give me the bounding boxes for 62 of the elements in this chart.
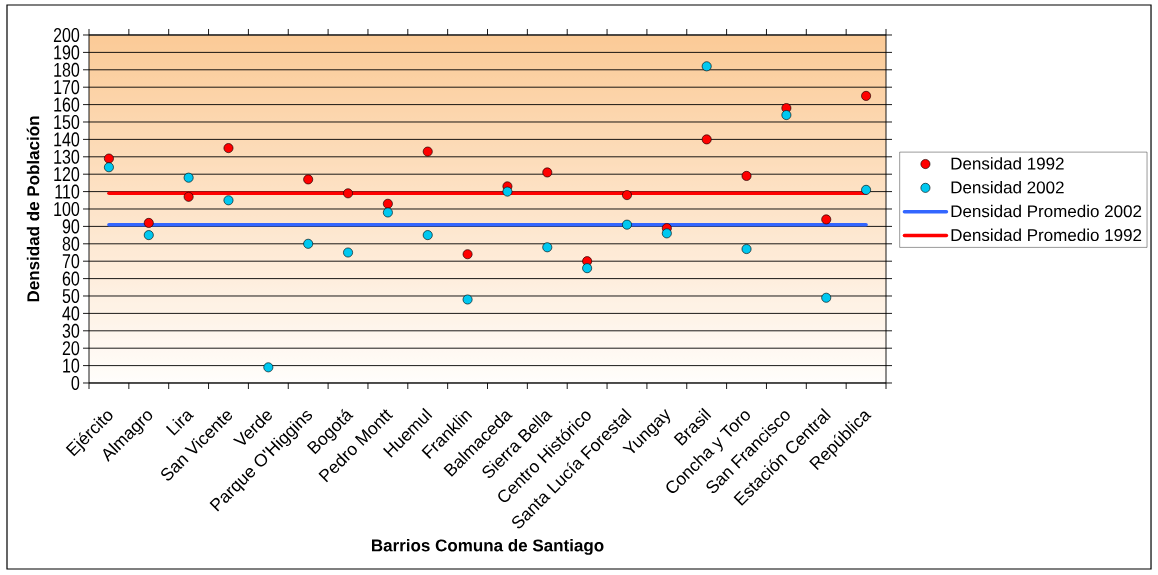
point bbox=[343, 188, 353, 199]
point bbox=[502, 186, 513, 197]
point bbox=[821, 214, 832, 225]
point bbox=[143, 218, 154, 228]
point bbox=[343, 247, 353, 258]
point bbox=[382, 198, 393, 209]
legend-label: Densidad Promedio 1992 bbox=[951, 228, 1142, 242]
y-tick-label: 80 bbox=[62, 236, 80, 251]
legend-label: Densidad 2002 bbox=[951, 180, 1064, 194]
point bbox=[542, 242, 553, 253]
point bbox=[622, 190, 632, 200]
y-tick-label: 180 bbox=[54, 62, 80, 77]
y-tick-label: 150 bbox=[54, 114, 80, 130]
point bbox=[183, 172, 194, 183]
point bbox=[781, 110, 792, 120]
y-tick-label: 30 bbox=[62, 323, 80, 338]
point bbox=[183, 191, 194, 202]
point bbox=[422, 230, 433, 240]
x-axis-title: Barrios Comuna de Santiago bbox=[371, 538, 604, 555]
y-tick-label: 100 bbox=[54, 201, 80, 217]
y-tick-label: 90 bbox=[62, 219, 80, 234]
point bbox=[661, 228, 672, 239]
y-tick-label: 50 bbox=[62, 288, 80, 304]
y-tick-label: 0 bbox=[71, 375, 80, 391]
point bbox=[701, 61, 712, 72]
y-tick-label: 130 bbox=[54, 149, 80, 164]
point bbox=[303, 238, 314, 249]
y-tick-label: 140 bbox=[54, 132, 80, 147]
y-tick-label: 160 bbox=[54, 97, 80, 112]
y-tick-label: 20 bbox=[62, 341, 80, 356]
y-tick-label: 190 bbox=[54, 45, 80, 60]
y-tick-label: 70 bbox=[62, 254, 80, 269]
y-tick-label: 10 bbox=[63, 358, 80, 373]
point bbox=[223, 195, 234, 206]
point bbox=[422, 146, 433, 157]
point bbox=[622, 219, 632, 230]
point bbox=[104, 162, 114, 173]
point bbox=[462, 294, 473, 305]
point bbox=[382, 207, 393, 218]
y-tick-label: 40 bbox=[62, 306, 80, 321]
y-tick-label: 170 bbox=[54, 80, 80, 95]
point bbox=[741, 244, 752, 254]
point bbox=[582, 263, 593, 274]
point bbox=[263, 362, 274, 373]
y-tick-label: 120 bbox=[54, 167, 80, 182]
point bbox=[462, 249, 473, 260]
legend-label: Densidad Promedio 2002 bbox=[951, 204, 1142, 218]
y-tick-label: 200 bbox=[53, 27, 80, 43]
point bbox=[104, 153, 114, 164]
point bbox=[223, 143, 234, 153]
y-tick-label: 60 bbox=[62, 271, 80, 286]
point bbox=[701, 134, 712, 145]
point bbox=[741, 171, 752, 181]
point bbox=[542, 167, 553, 178]
point bbox=[143, 230, 154, 240]
point bbox=[861, 184, 871, 195]
point bbox=[303, 174, 314, 185]
y-tick-label: 110 bbox=[55, 184, 80, 199]
y-axis-title: Densidad de Población bbox=[26, 116, 40, 302]
legend-label: Densidad 1992 bbox=[951, 157, 1064, 170]
point bbox=[821, 292, 832, 303]
point bbox=[861, 90, 871, 101]
